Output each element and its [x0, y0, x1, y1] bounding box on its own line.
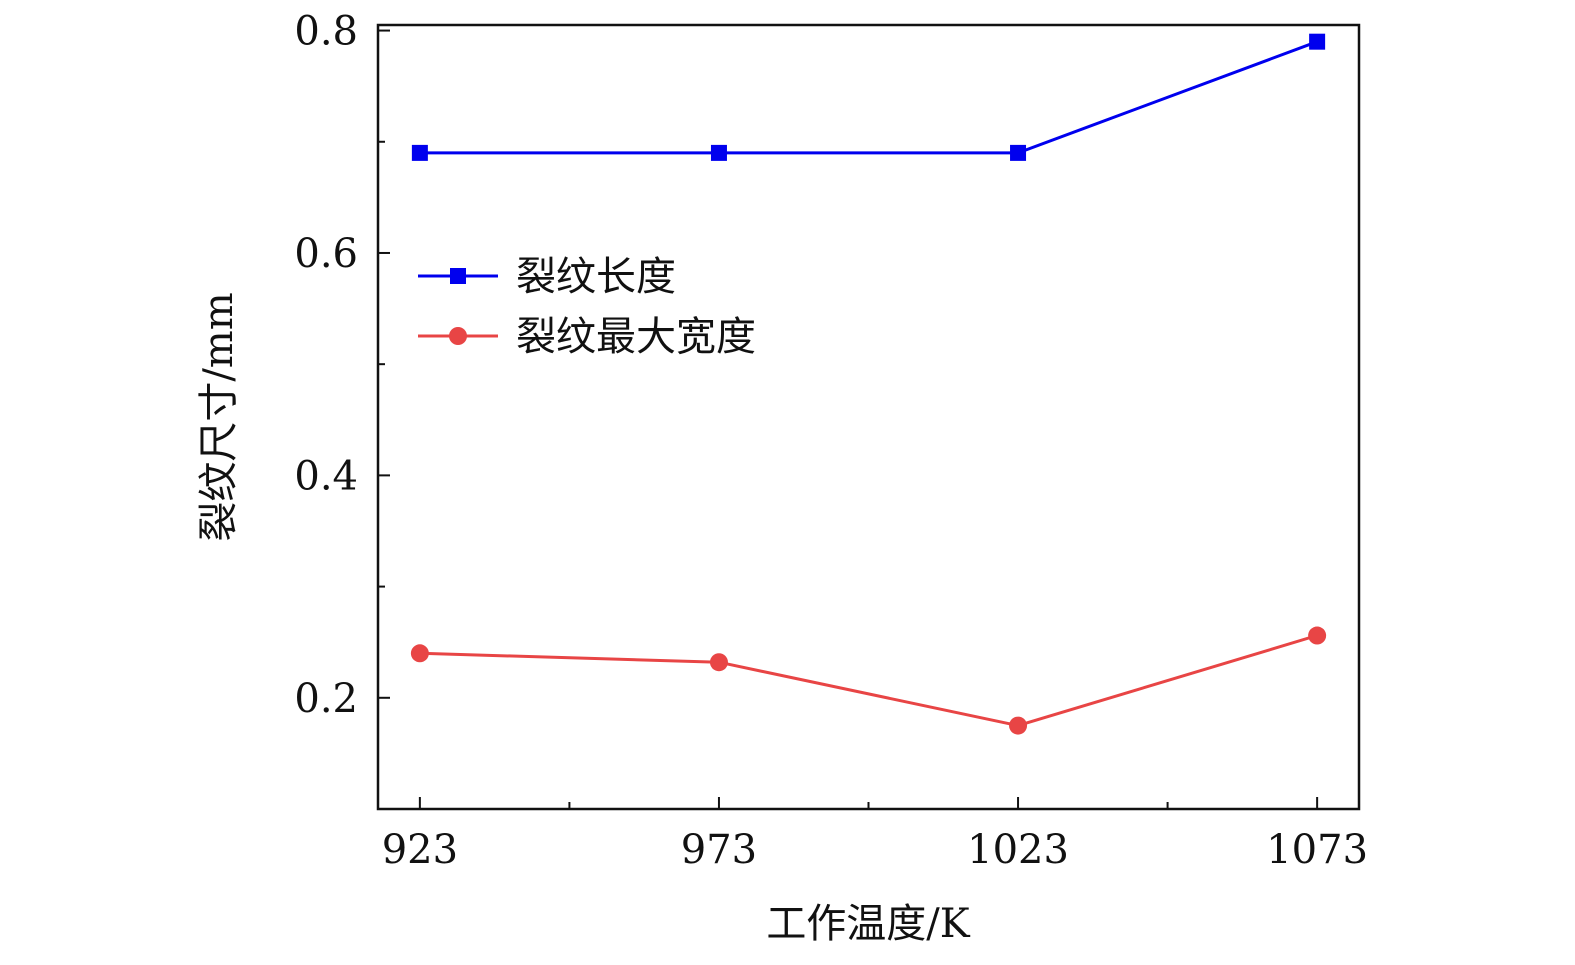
- data-point: [1010, 144, 1027, 161]
- y-axis-label: 裂纹尺寸/mm: [196, 292, 242, 541]
- y-tick-label: 0.8: [294, 9, 358, 55]
- series-line: [419, 40, 1318, 155]
- data-point: [1308, 626, 1327, 645]
- data-point: [410, 644, 429, 663]
- legend-item: 裂纹最大宽度: [418, 314, 756, 360]
- y-tick-label: 0.4: [294, 453, 358, 499]
- data-point: [1309, 33, 1326, 50]
- legend-label: 裂纹长度: [516, 254, 676, 300]
- x-tick-label: 1073: [1266, 827, 1368, 873]
- data-point: [710, 144, 727, 161]
- series-1: [411, 33, 1326, 161]
- series-line: [419, 634, 1318, 728]
- y-tick-label: 0.6: [294, 231, 358, 277]
- y-tick-label: 0.2: [294, 676, 358, 722]
- x-tick-label: 923: [382, 827, 458, 873]
- x-tick-label: 1023: [967, 827, 1069, 873]
- plot-frame: [376, 23, 1361, 811]
- series-2: [410, 626, 1327, 735]
- legend-marker: [449, 327, 467, 345]
- data-point: [1009, 716, 1028, 735]
- axis-ticks: 0.2 0.4 0.6 0.8 923 973 1023 1073: [294, 9, 1368, 873]
- x-tick-label: 973: [681, 827, 757, 873]
- data-point: [709, 653, 728, 672]
- legend-item: 裂纹长度: [418, 254, 676, 300]
- x-axis-label: 工作温度/K: [766, 901, 970, 947]
- series-layer: [410, 33, 1327, 735]
- data-point: [411, 144, 428, 161]
- legend-marker: [450, 268, 466, 284]
- legend-label: 裂纹最大宽度: [516, 314, 756, 360]
